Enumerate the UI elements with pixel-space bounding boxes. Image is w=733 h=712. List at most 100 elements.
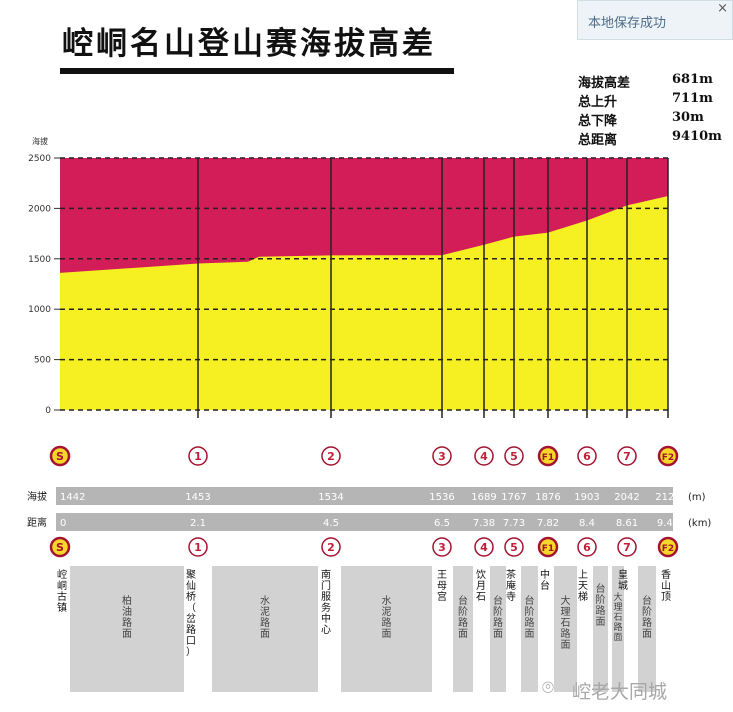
checkpoint-marker-label: 1 <box>194 541 202 554</box>
surface-segment-label: 面 <box>596 617 606 628</box>
surface-segment-label: 面 <box>122 629 132 640</box>
checkpoint-name: 中 <box>540 568 550 581</box>
stat-value: 681m <box>672 72 713 87</box>
checkpoint-name: 庵 <box>506 579 516 592</box>
stat-value: 9410m <box>672 129 722 144</box>
profile-area <box>60 196 668 410</box>
checkpoint-marker <box>617 446 637 466</box>
y-tick-label: 0 <box>45 406 51 416</box>
checkpoint-name: 母 <box>437 580 447 592</box>
checkpoint-marker <box>504 537 524 557</box>
checkpoint-marker-label: F1 <box>542 544 554 554</box>
stat-value: 711m <box>672 91 713 106</box>
checkpoint-marker-label: 5 <box>510 541 518 554</box>
surface-segment-label: 大 <box>613 591 622 603</box>
distance-value: 8.4 <box>579 518 595 529</box>
elevation-value: 1876 <box>535 492 560 503</box>
surface-segment-label: 阶 <box>525 605 535 618</box>
elevation-value: 1689 <box>471 492 496 503</box>
checkpoint-name: 中 <box>321 612 331 625</box>
checkpoint-marker-label: F2 <box>662 544 674 554</box>
checkpoint-marker <box>321 446 341 466</box>
surface-segment <box>521 566 538 692</box>
distance-value: 7.73 <box>503 518 525 529</box>
surface-segment <box>453 566 473 692</box>
checkpoint-name: 峒 <box>57 580 67 592</box>
surface-segment-label: 阶 <box>493 605 503 618</box>
surface-segment-label: 水 <box>382 595 392 607</box>
surface-segment-label: 面 <box>260 629 270 640</box>
surface-segment <box>341 566 432 692</box>
surface-segment <box>593 566 608 692</box>
distance-value: 2.1 <box>190 518 206 529</box>
surface-segment-label: 路 <box>613 621 622 633</box>
checkpoint-name: 饮 <box>476 568 486 581</box>
surface-segment-label: 路 <box>260 616 270 629</box>
toast-message: 本地保存成功 <box>588 16 667 31</box>
checkpoint-name: 台 <box>540 579 550 592</box>
checkpoint-name: （ <box>186 602 196 614</box>
elevation-value: 1534 <box>318 492 343 503</box>
surface-segment-label: 油 <box>122 605 132 618</box>
checkpoint-name: 南 <box>321 568 331 581</box>
distance-value: 7.38 <box>473 518 495 529</box>
checkpoint-marker-label: 4 <box>480 450 488 463</box>
distance-value: 8.61 <box>616 518 638 529</box>
checkpoint-name: 寺 <box>506 591 516 603</box>
checkpoint-marker-label: 3 <box>438 450 446 463</box>
checkpoint-marker <box>577 446 597 466</box>
surface-segment <box>638 566 656 692</box>
surface-segment <box>554 566 577 692</box>
checkpoint-name: 石 <box>476 592 486 603</box>
surface-segment-label: 阶 <box>458 605 468 618</box>
checkpoint-marker <box>188 537 208 557</box>
checkpoint-marker-label: 5 <box>510 450 518 463</box>
surface-segment-label: 阶 <box>642 605 652 618</box>
close-icon[interactable]: × <box>717 1 728 16</box>
checkpoint-marker <box>49 445 71 467</box>
surface-segment-label: 台 <box>642 594 652 607</box>
surface-segment-label: 泥 <box>260 605 270 618</box>
surface-segment-label: 面 <box>525 629 535 640</box>
checkpoint-marker-label: 7 <box>623 450 631 463</box>
checkpoint-marker <box>432 446 452 466</box>
checkpoint-marker <box>537 445 559 467</box>
surface-segment <box>70 566 184 692</box>
surface-segment-label: 面 <box>613 632 622 643</box>
checkpoint-marker <box>474 537 494 557</box>
distance-row <box>56 513 673 531</box>
checkpoint-marker-label: 3 <box>438 541 446 554</box>
surface-segment-label: 路 <box>642 616 652 629</box>
checkpoint-marker <box>577 537 597 557</box>
checkpoint-marker-label: F2 <box>662 453 674 463</box>
y-tick-label: 2500 <box>28 154 51 164</box>
y-axis-label: 海拔 <box>32 137 48 146</box>
stat-value: 30m <box>672 110 704 125</box>
surface-segment <box>212 566 318 692</box>
checkpoint-name: 香 <box>661 569 671 581</box>
surface-segment-label: 路 <box>122 616 132 629</box>
elevation-unit: (m) <box>688 492 706 503</box>
checkpoint-name: 山 <box>661 580 671 592</box>
stat-label: 总上升 <box>578 95 618 110</box>
surface-segment-label: 石 <box>613 613 622 623</box>
surface-segment-label: 台 <box>525 594 535 607</box>
surface-segment-label: 面 <box>561 640 571 651</box>
checkpoint-marker <box>537 536 559 558</box>
checkpoint-name: 梯 <box>578 590 588 603</box>
surface-segment-label: 台 <box>493 594 503 607</box>
checkpoint-marker <box>49 536 71 558</box>
elevation-value: 2123 <box>655 492 680 503</box>
surface-segment-label: 理 <box>613 602 622 613</box>
checkpoint-name: 聚 <box>186 569 196 581</box>
checkpoint-name: 口 <box>186 636 196 647</box>
checkpoint-marker-label: S <box>56 541 64 554</box>
distance-value: 6.5 <box>434 518 450 529</box>
checkpoint-name: ） <box>186 646 196 658</box>
stat-label: 海拔高差 <box>578 76 631 91</box>
save-toast: 本地保存成功 × <box>577 0 733 40</box>
checkpoint-marker-label: 2 <box>327 450 335 463</box>
checkpoint-name: 皇 <box>618 568 628 581</box>
checkpoint-name: 顶 <box>661 591 671 603</box>
